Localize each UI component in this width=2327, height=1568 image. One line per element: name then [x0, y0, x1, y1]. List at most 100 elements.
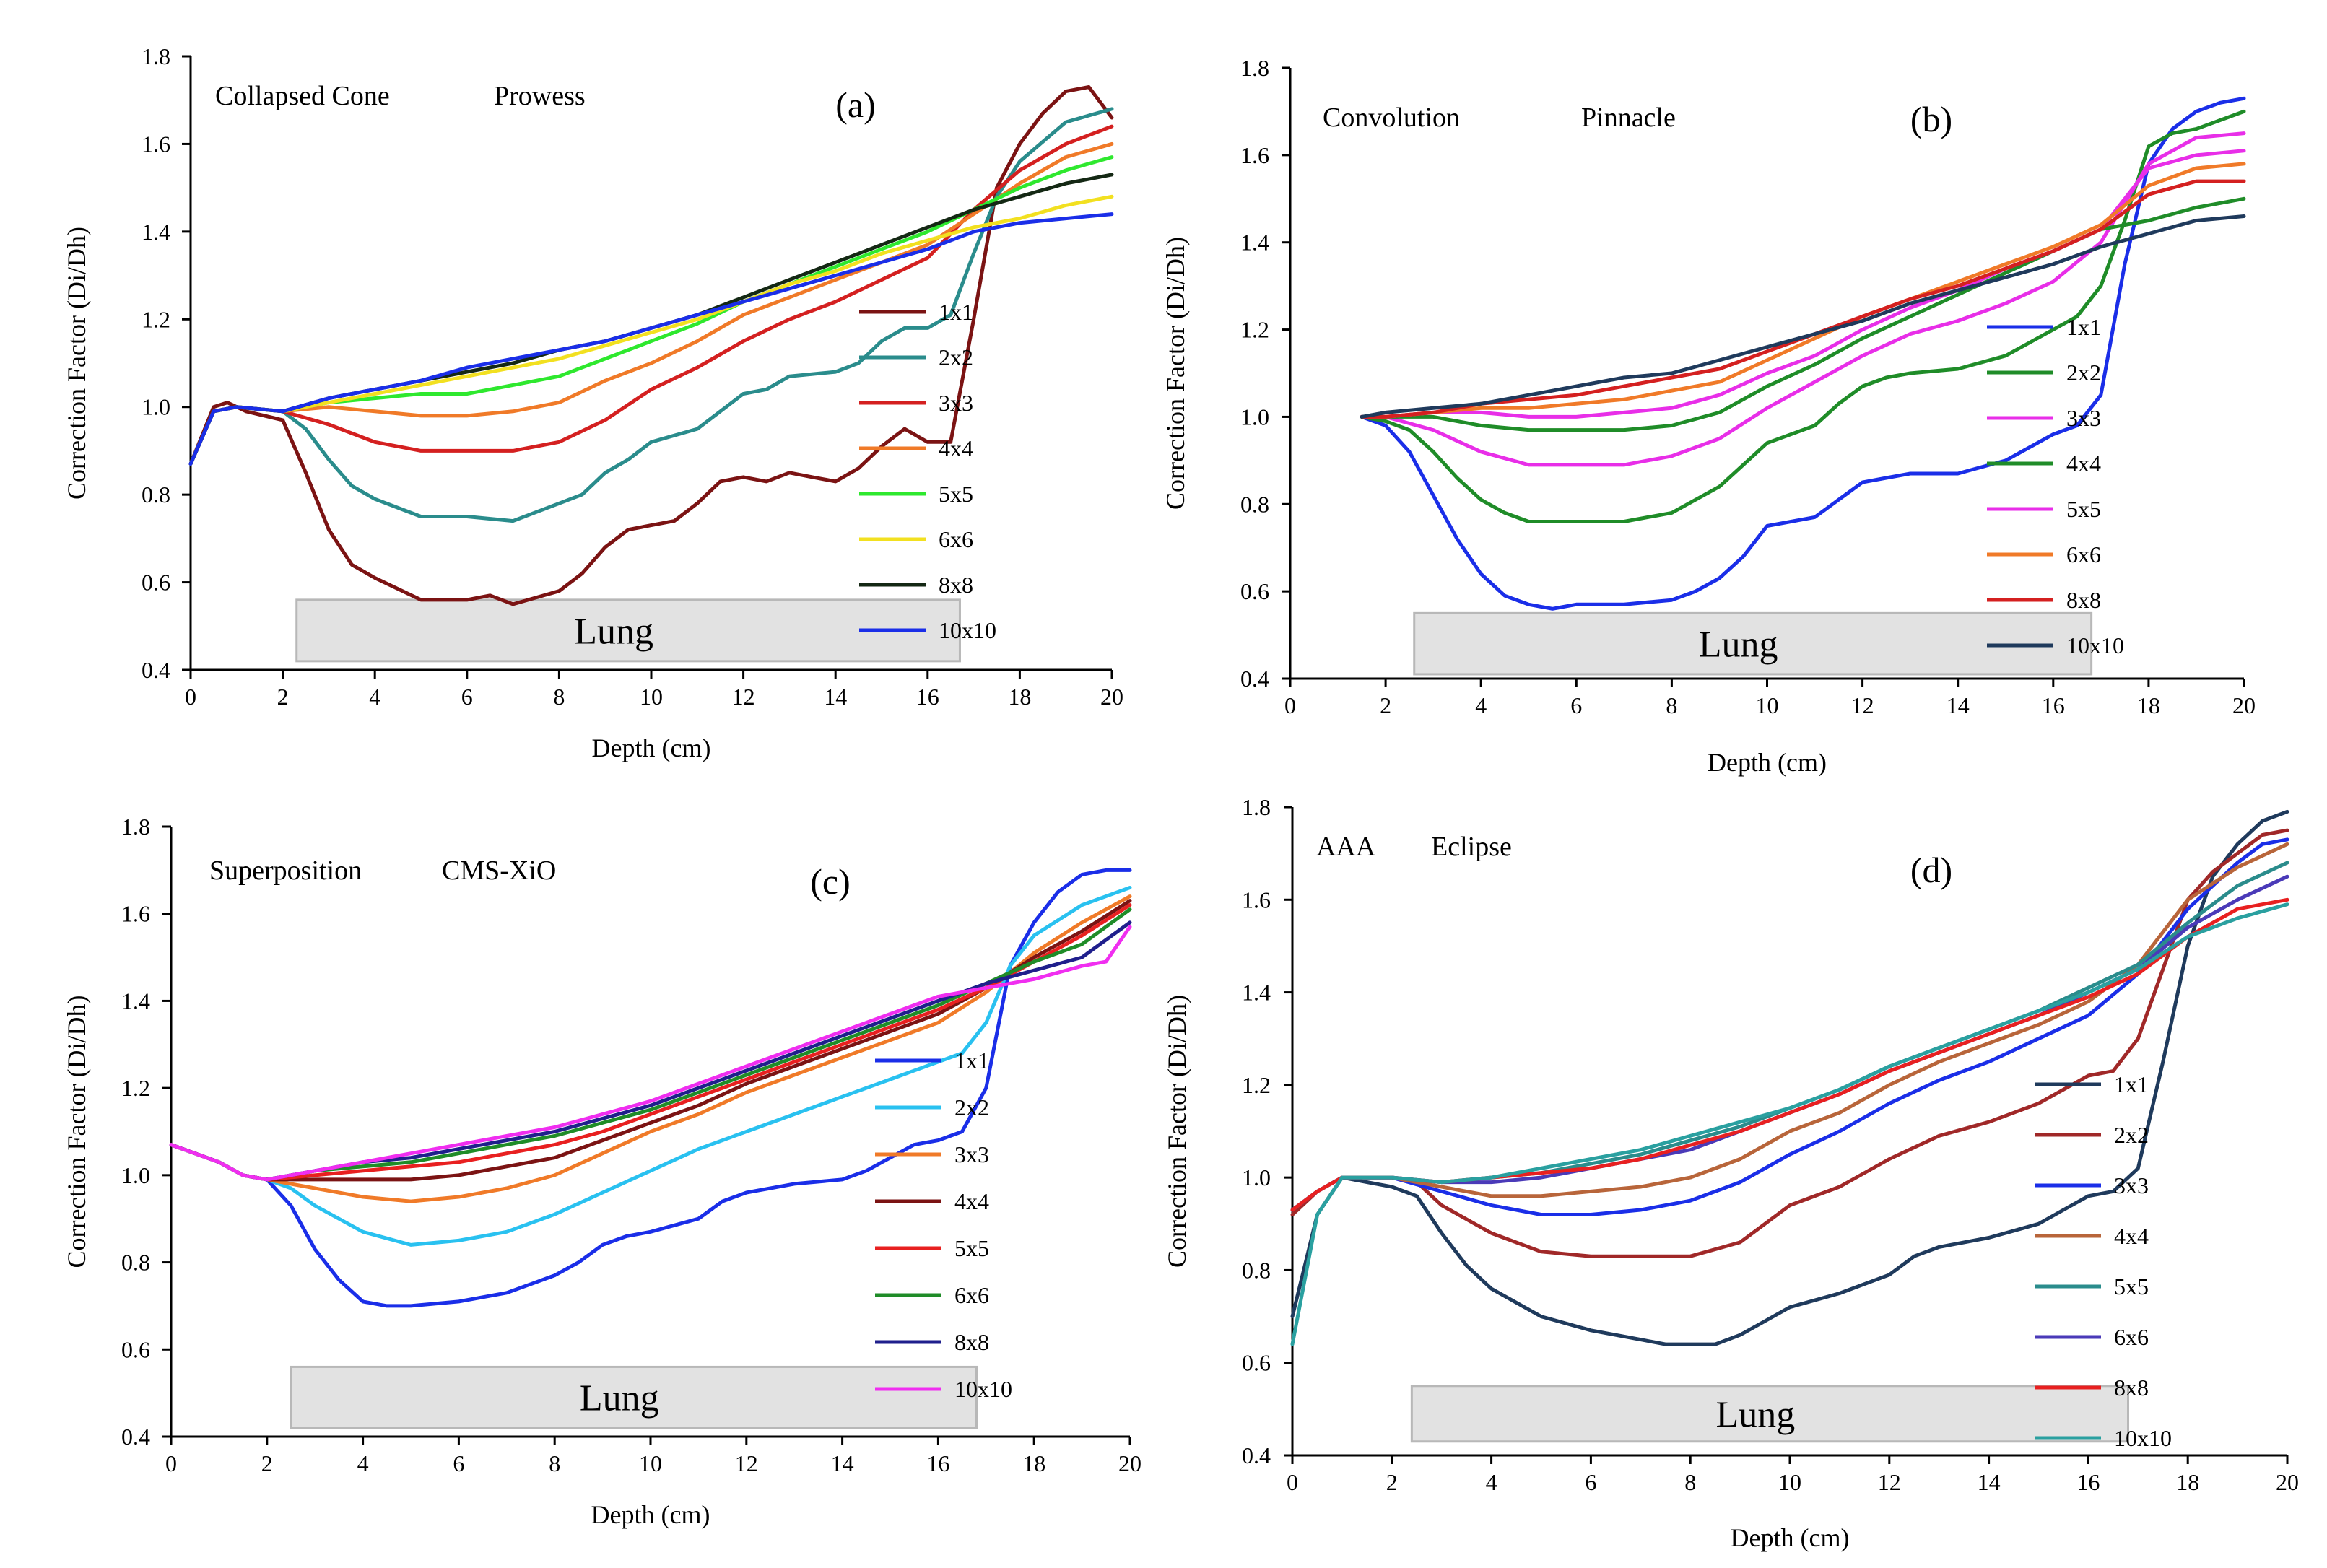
x-tick-label: 4: [1486, 1469, 1497, 1495]
legend-label: 5x5: [954, 1235, 989, 1261]
x-tick-label: 14: [824, 684, 847, 710]
lung-region-label: Lung: [1699, 624, 1778, 666]
series-line-10x10: [188, 212, 1114, 466]
x-tick-label: 6: [1585, 1469, 1596, 1495]
y-tick-label: 1.0: [1240, 404, 1269, 430]
tps-label: Prowess: [494, 81, 586, 111]
legend-label: 2x2: [2114, 1122, 2149, 1148]
legend-label: 5x5: [939, 481, 973, 507]
legend-label: 4x4: [954, 1188, 989, 1214]
legend-label: 2x2: [954, 1094, 989, 1120]
y-axis-label: Correction Factor (Di/Dh): [1161, 237, 1190, 510]
y-tick-label: 1.0: [142, 394, 170, 420]
y-tick-label: 0.4: [142, 657, 170, 683]
panel-label: (a): [835, 84, 876, 125]
series-line-1x1: [1360, 96, 2246, 611]
x-tick-label: 16: [926, 1450, 949, 1476]
series-line-6x6: [1360, 162, 2246, 419]
x-tick-label: 2: [261, 1450, 273, 1476]
series-line-10x10: [1360, 214, 2246, 419]
y-tick-label: 1.6: [121, 901, 150, 927]
x-tick-label: 20: [2276, 1469, 2299, 1495]
series-line-3x3: [169, 894, 1132, 1203]
legend-label: 6x6: [2066, 541, 2101, 567]
series-line-6x6: [169, 907, 1132, 1182]
x-axis-label: Depth (cm): [1731, 1523, 1850, 1552]
x-tick-label: 10: [1778, 1469, 1801, 1495]
x-tick-label: 4: [1475, 692, 1487, 718]
lung-region-label: Lung: [580, 1378, 659, 1419]
legend-label: 8x8: [939, 572, 973, 598]
y-tick-label: 1.6: [1240, 142, 1269, 168]
y-tick-label: 1.2: [121, 1075, 150, 1101]
x-tick-label: 8: [1684, 1469, 1696, 1495]
lung-region-label: Lung: [1716, 1394, 1796, 1435]
algorithm-label: Collapsed Cone: [215, 81, 390, 111]
series-line-6x6: [1290, 874, 2289, 1212]
y-tick-label: 1.2: [1240, 317, 1269, 343]
x-tick-label: 4: [357, 1450, 369, 1476]
chart-panel: Lung 0 2 4 6 8 10 12 14 16 18 20 0.4 0.6 0.8 1.0 1.2 1.4 1…: [62, 814, 1141, 1529]
legend-label: 3x3: [954, 1141, 989, 1167]
y-axis-label: Correction Factor (Di/Dh): [62, 227, 91, 500]
lung-region: [1413, 611, 2093, 676]
x-tick-label: 14: [831, 1450, 854, 1476]
series-line-4x4: [1290, 842, 2289, 1212]
x-tick-label: 2: [1380, 692, 1391, 718]
y-tick-label: 1.6: [1242, 887, 1271, 913]
y-tick-label: 0.4: [121, 1424, 150, 1450]
x-tick-label: 4: [369, 684, 380, 710]
x-tick-label: 12: [1851, 692, 1874, 718]
y-tick-label: 0.6: [1240, 578, 1269, 604]
x-tick-label: 12: [735, 1450, 758, 1476]
legend-label: 10x10: [2114, 1425, 2172, 1451]
y-tick-label: 1.2: [1242, 1072, 1271, 1098]
legend-label: 1x1: [954, 1047, 989, 1073]
x-tick-label: 18: [1008, 684, 1031, 710]
x-tick-label: 14: [1947, 692, 1970, 718]
legend-label: 4x4: [2066, 450, 2101, 476]
y-tick-label: 0.6: [121, 1336, 150, 1362]
y-tick-label: 1.4: [121, 988, 150, 1014]
legend-label: 3x3: [2114, 1172, 2149, 1198]
y-tick-label: 1.4: [142, 219, 170, 245]
x-axis-label: Depth (cm): [1708, 748, 1827, 777]
legend-label: 5x5: [2066, 496, 2101, 522]
legend-label: 3x3: [939, 390, 973, 416]
x-tick-label: 6: [461, 684, 473, 710]
y-tick-label: 1.8: [142, 43, 170, 69]
x-tick-label: 20: [1118, 1450, 1141, 1476]
series-line-1x1: [169, 868, 1132, 1308]
y-tick-label: 0.4: [1240, 666, 1269, 692]
tps-label: Pinnacle: [1581, 103, 1676, 133]
series-line-6x6: [188, 194, 1114, 466]
y-tick-label: 1.8: [1240, 55, 1269, 81]
y-tick-label: 1.0: [121, 1162, 150, 1188]
lung-region: [295, 598, 961, 663]
x-tick-label: 16: [2076, 1469, 2100, 1495]
legend-label: 10x10: [954, 1376, 1012, 1402]
x-tick-label: 8: [1666, 692, 1677, 718]
y-tick-label: 1.2: [142, 306, 170, 332]
x-tick-label: 0: [185, 684, 196, 710]
series-line-1x1: [188, 85, 1114, 606]
lung-region-label: Lung: [574, 611, 653, 652]
series-line-4x4: [169, 899, 1132, 1182]
legend-label: 4x4: [939, 435, 973, 461]
x-tick-label: 12: [1878, 1469, 1901, 1495]
x-tick-label: 0: [1287, 1469, 1298, 1495]
x-axis-label: Depth (cm): [591, 1500, 710, 1529]
x-tick-label: 10: [1756, 692, 1779, 718]
series-line-3x3: [188, 124, 1114, 466]
y-tick-label: 1.8: [121, 814, 150, 840]
tps-label: CMS-XiO: [442, 855, 556, 886]
algorithm-label: Superposition: [209, 855, 362, 886]
series-line-2x2: [1360, 109, 2246, 523]
legend-label: 5x5: [2114, 1273, 2149, 1299]
legend-label: 8x8: [2066, 587, 2101, 613]
series-line-1x1: [1290, 809, 2289, 1346]
y-tick-label: 0.8: [1242, 1257, 1271, 1283]
x-tick-label: 10: [639, 1450, 662, 1476]
y-tick-label: 0.8: [142, 482, 170, 508]
